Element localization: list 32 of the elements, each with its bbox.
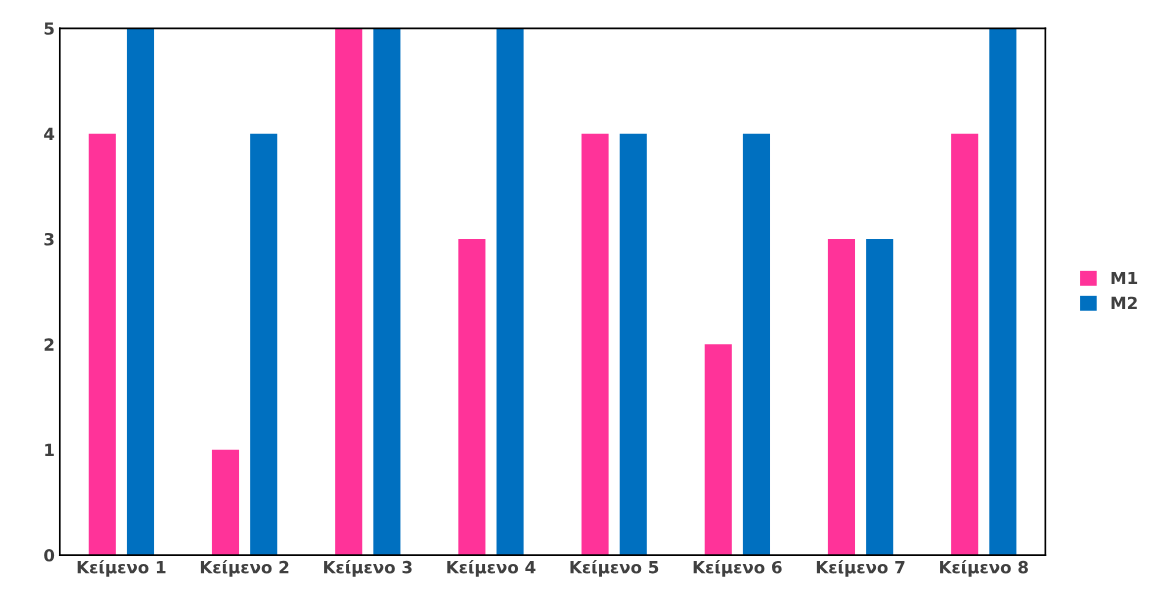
bar (496, 28, 524, 556)
bar (989, 28, 1017, 556)
y-tick-label: 2 (44, 338, 54, 351)
y-tick-label: 5 (44, 22, 54, 35)
bar (581, 133, 609, 556)
bar (866, 238, 894, 556)
x-tick-label: Κείμενο 8 (940, 559, 1028, 577)
y-tick-label: 4 (44, 127, 55, 140)
bar (88, 133, 116, 556)
y-tick-label: 3 (44, 232, 54, 246)
x-tick-label: Κείμενο 3 (324, 559, 412, 577)
legend-label: M1 (1111, 271, 1138, 285)
bar (742, 133, 771, 556)
bar (458, 238, 486, 556)
bar (211, 449, 240, 556)
bar (704, 344, 732, 556)
bar (335, 28, 363, 556)
legend-label: M2 (1111, 296, 1137, 309)
bar (951, 133, 979, 556)
x-tick-label: Κείμενο 7 (816, 559, 905, 577)
x-tick-label: Κείμενο 6 (693, 559, 782, 577)
x-tick-label: Κείμενο 2 (200, 559, 289, 577)
bar (250, 133, 278, 556)
x-tick-label: Κείμενο 4 (447, 559, 536, 577)
y-tick-label: 1 (45, 443, 54, 457)
x-tick-label: Κείμενο 5 (570, 559, 659, 577)
bar (827, 238, 856, 556)
bar (373, 28, 401, 556)
bar (126, 28, 155, 556)
bar (619, 133, 647, 556)
x-tick-label: Κείμενο 1 (77, 559, 166, 577)
y-tick-label: 0 (44, 549, 55, 562)
